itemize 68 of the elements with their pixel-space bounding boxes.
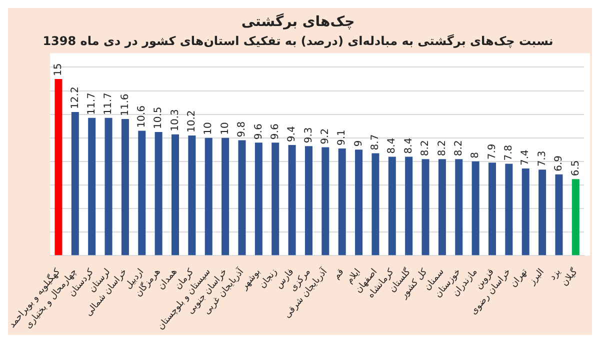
- data-label: 8.4: [403, 138, 414, 154]
- data-label: 8.7: [370, 134, 382, 150]
- bar: [438, 159, 446, 256]
- data-label: 9.6: [270, 124, 281, 140]
- data-label: 10: [220, 122, 231, 135]
- data-label: 11.7: [86, 92, 98, 115]
- bar: [254, 142, 262, 256]
- data-label: 10.6: [136, 106, 148, 128]
- data-label: 6.5: [570, 160, 582, 176]
- bar: [272, 142, 280, 256]
- bar: [372, 153, 380, 256]
- bar: [555, 174, 563, 256]
- bar: [388, 156, 396, 256]
- bar: [455, 159, 463, 256]
- bar: [138, 130, 146, 256]
- bar: [304, 146, 312, 256]
- data-label: 7.9: [486, 144, 498, 160]
- chart-subtitle: نسبت چک‌های برگشتی به مبادله‌ای (درصد) به تفکیک استان‌های کشور در دی ماه 1398: [42, 34, 554, 48]
- data-label: 9.3: [303, 127, 314, 144]
- data-label: 9.8: [236, 121, 248, 138]
- data-label: 11.7: [103, 92, 114, 115]
- bar: [338, 148, 346, 256]
- bar: [488, 162, 496, 256]
- bar: [238, 140, 246, 256]
- data-label: 15: [53, 63, 64, 76]
- bar: [121, 119, 129, 256]
- data-label: 10.2: [186, 110, 198, 133]
- data-label: 6.9: [554, 155, 565, 172]
- bar: [572, 179, 580, 256]
- bar: [204, 138, 212, 256]
- bar: [522, 168, 530, 256]
- bar: [222, 138, 230, 256]
- data-label: 9.4: [286, 126, 298, 142]
- data-label: 11.6: [120, 94, 131, 116]
- x-tick-label: یزد: [548, 266, 564, 282]
- bar: [172, 134, 180, 256]
- data-label: 7.3: [536, 150, 548, 167]
- chart-title: چک‌های برگشتی: [241, 13, 355, 30]
- bar: [322, 147, 330, 256]
- bar: [188, 136, 196, 256]
- x-tick-label: قم: [332, 267, 346, 282]
- bar: [88, 118, 96, 256]
- data-label: 9.1: [336, 130, 348, 146]
- data-label: 12.2: [70, 86, 81, 109]
- bar: [54, 78, 62, 256]
- data-label: 8.4: [386, 138, 398, 154]
- data-label: 10.5: [153, 106, 164, 129]
- data-label: 10.3: [170, 109, 181, 132]
- bar: [71, 112, 79, 256]
- data-label: 8: [470, 152, 482, 158]
- bar: [422, 159, 430, 256]
- data-label: 7.4: [520, 150, 532, 166]
- data-label: 8.2: [420, 140, 432, 156]
- bar: [355, 150, 363, 256]
- data-label: 10: [203, 122, 214, 135]
- data-label: 7.8: [504, 144, 515, 161]
- bar: [154, 132, 162, 256]
- bar: [538, 170, 546, 256]
- data-label: 9.2: [320, 128, 332, 144]
- bar: [472, 161, 480, 256]
- data-label: 8.2: [453, 140, 464, 156]
- bar: [104, 118, 112, 256]
- data-label: 9.6: [253, 124, 264, 140]
- data-label: 9: [353, 140, 364, 147]
- data-label: 8.2: [436, 140, 448, 156]
- bar: [405, 156, 413, 256]
- bar: [505, 164, 513, 256]
- bar: [288, 144, 296, 256]
